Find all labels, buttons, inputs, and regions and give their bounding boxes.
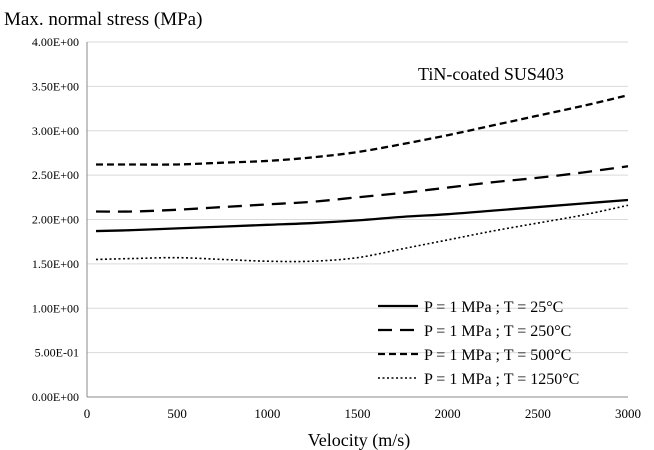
chart-title: Max. normal stress (MPa) (4, 9, 202, 30)
y-tick-label: 4.00E+00 (32, 35, 79, 49)
x-tick-label: 1500 (345, 406, 371, 421)
x-tick-labels: 0 500 1000 1500 2000 2500 3000 (84, 406, 641, 421)
series-line-4 (96, 204, 629, 263)
grid-lines (87, 41, 628, 354)
y-tick-label: 1.00E+00 (32, 301, 79, 315)
series-line-2 (96, 165, 629, 213)
series-line-3 (96, 94, 629, 166)
x-tick-label: 1000 (254, 406, 280, 421)
x-tick-label: 500 (167, 406, 187, 421)
x-axis-label: Velocity (m/s) (308, 430, 410, 450)
y-tick-label: 2.00E+00 (32, 213, 79, 227)
x-tick-label: 3000 (615, 406, 641, 421)
y-tick-label: 1.50E+00 (32, 257, 79, 271)
legend: P = 1 MPa ; T = 25°C P = 1 MPa ; T = 250°… (378, 299, 579, 388)
series-line-1 (95, 198, 629, 233)
legend-label-2: P = 1 MPa ; T = 250°C (424, 323, 571, 340)
legend-label-1: P = 1 MPa ; T = 25°C (424, 299, 563, 316)
legend-label-3: P = 1 MPa ; T = 500°C (424, 347, 571, 364)
y-tick-label: 0.00E+00 (32, 390, 79, 404)
y-tick-label: 5.00E-01 (35, 346, 79, 360)
chart-annotation: TiN-coated SUS403 (418, 64, 564, 84)
y-tick-label: 3.00E+00 (32, 124, 79, 138)
series-lines (95, 94, 629, 263)
y-tick-labels: 0.00E+00 5.00E-01 1.00E+00 1.50E+00 2.00E+00… (32, 35, 79, 404)
axes (86, 42, 628, 398)
y-tick-label: 3.50E+00 (32, 79, 79, 93)
y-tick-label: 2.50E+00 (32, 168, 79, 182)
x-tick-label: 0 (84, 406, 91, 421)
legend-label-4: P = 1 MPa ; T = 1250°C (424, 371, 579, 388)
x-tick-label: 2500 (525, 406, 551, 421)
x-tick-label: 2000 (435, 406, 461, 421)
